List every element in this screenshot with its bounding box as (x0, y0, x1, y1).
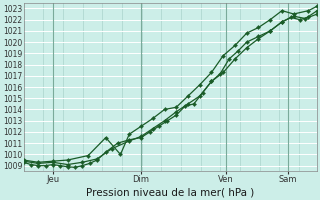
X-axis label: Pression niveau de la mer( hPa ): Pression niveau de la mer( hPa ) (86, 187, 254, 197)
